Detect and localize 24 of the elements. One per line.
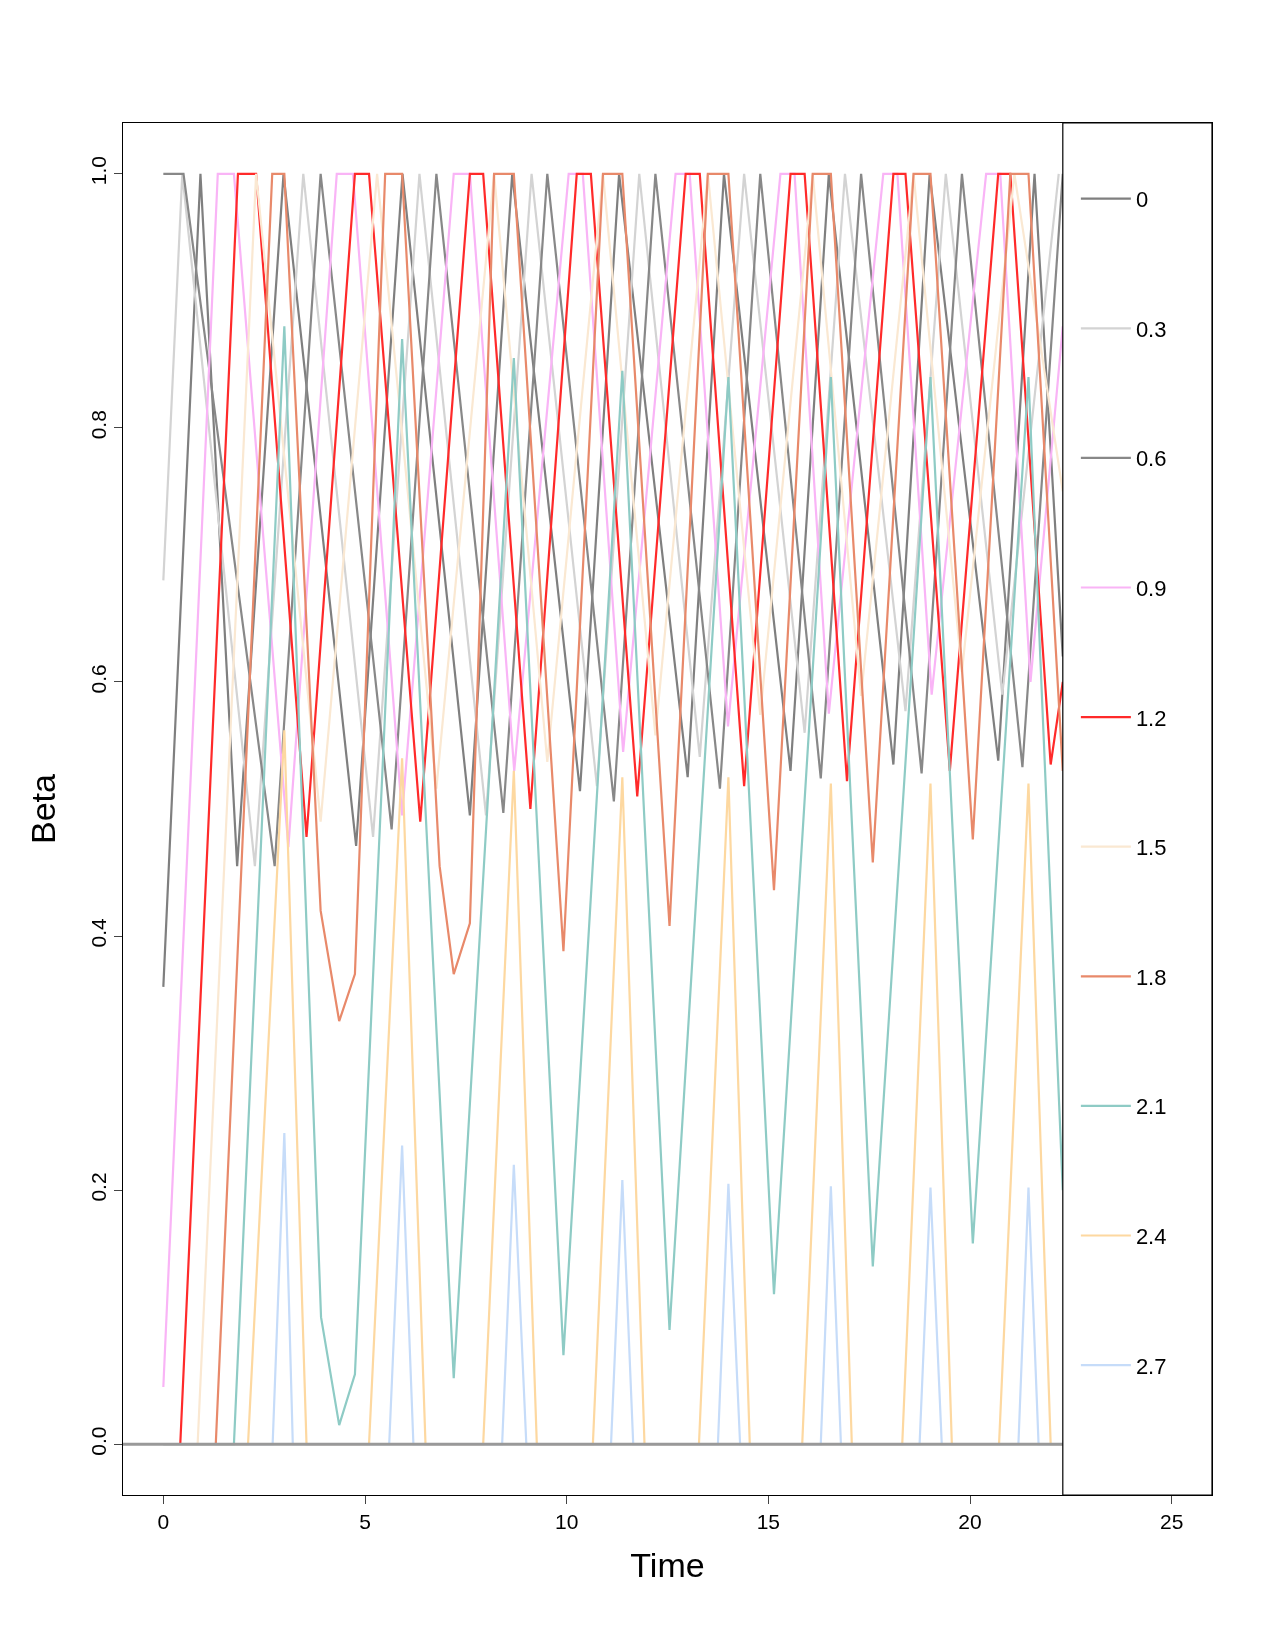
legend-label: 1.2	[1135, 705, 1167, 731]
y-tick-label: 0.0	[86, 1426, 110, 1456]
x-tick-label: 0	[157, 1510, 170, 1534]
x-tick-label: 10	[554, 1510, 579, 1534]
legend-label: 0.9	[1135, 576, 1167, 602]
legend-label: 0.3	[1135, 316, 1167, 342]
legend-label: 2.1	[1135, 1094, 1167, 1120]
x-tick-label: 20	[958, 1510, 982, 1534]
y-tick-label: 1.0	[86, 156, 110, 186]
y-tick-label: 0.8	[86, 410, 110, 440]
y-tick-label: 0.4	[86, 917, 110, 948]
legend-label: 0	[1135, 187, 1149, 213]
legend-label: 1.8	[1135, 964, 1167, 990]
legend-label: 2.7	[1135, 1353, 1167, 1379]
x-tick-label: 15	[756, 1510, 781, 1534]
y-axis-title: Beta	[24, 773, 63, 844]
legend-label: 2.4	[1135, 1224, 1167, 1250]
y-tick-label: 0.6	[86, 664, 110, 694]
x-tick-label: 25	[1159, 1510, 1184, 1534]
legend-label: 1.5	[1135, 835, 1167, 861]
y-tick-label: 0.2	[86, 1172, 110, 1202]
legend-label: 0.6	[1135, 446, 1167, 472]
x-axis-title: Time	[630, 1545, 705, 1584]
x-tick-label: 5	[359, 1510, 371, 1534]
